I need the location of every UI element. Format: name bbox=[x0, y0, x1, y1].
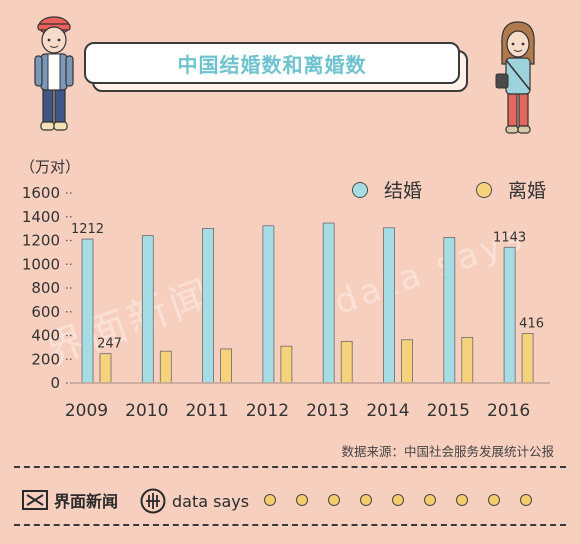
x-tick-label: 2010 bbox=[125, 401, 168, 421]
girl-illustration bbox=[495, 21, 535, 134]
brand-jiemian: 界面新闻 bbox=[22, 488, 118, 512]
y-tick-label: 1600 bbox=[22, 184, 60, 202]
boy-illustration bbox=[34, 16, 74, 131]
bar-divorce bbox=[220, 348, 233, 384]
deco-dot bbox=[296, 494, 308, 506]
footer-divider-top bbox=[14, 466, 566, 468]
bar-divorce bbox=[159, 350, 172, 384]
x-tick-label: 2012 bbox=[246, 401, 289, 421]
deco-dot bbox=[264, 494, 276, 506]
bar-marriage bbox=[81, 238, 94, 384]
bar-divorce bbox=[461, 336, 474, 384]
y-tick-label: 400 bbox=[31, 327, 60, 345]
footer-divider-bottom bbox=[14, 524, 566, 526]
data-label: 416 bbox=[519, 317, 544, 332]
bar-marriage bbox=[202, 227, 215, 384]
y-tick-label: 800 bbox=[31, 279, 60, 297]
y-tick-label: 1400 bbox=[22, 208, 60, 226]
bar-marriage bbox=[383, 227, 395, 384]
deco-dot bbox=[488, 494, 500, 506]
x-tick-label: 2014 bbox=[366, 401, 409, 421]
datasays-logo-icon bbox=[140, 488, 166, 514]
y-axis-unit: （万对） bbox=[20, 158, 81, 176]
bar-marriage bbox=[262, 225, 275, 384]
deco-dot bbox=[360, 494, 372, 506]
y-tick-label: 1200 bbox=[22, 232, 60, 250]
deco-dot bbox=[392, 494, 404, 506]
bar-divorce bbox=[401, 339, 413, 384]
data-label: 1143 bbox=[493, 230, 526, 245]
deco-dot bbox=[424, 494, 436, 506]
deco-dot bbox=[456, 494, 468, 506]
x-tick-label: 2016 bbox=[487, 401, 530, 421]
data-label: 1212 bbox=[71, 222, 104, 237]
legend-divorce-swatch bbox=[476, 181, 492, 198]
bar-divorce bbox=[280, 345, 293, 384]
x-tick-label: 2009 bbox=[65, 401, 108, 421]
x-tick-label: 2013 bbox=[306, 401, 349, 421]
brand-datasays: data says bbox=[140, 488, 249, 514]
bar-divorce bbox=[340, 341, 353, 384]
brand-datasays-text: data says bbox=[172, 491, 250, 511]
legend-divorce-label: 离婚 bbox=[508, 180, 547, 202]
source-note: 数据来源：中国社会服务发展统计公报 bbox=[341, 444, 554, 459]
bar-divorce bbox=[99, 353, 112, 384]
x-tick-label: 2011 bbox=[185, 401, 228, 421]
y-tick-label: 200 bbox=[31, 350, 60, 368]
bar-marriage bbox=[503, 246, 516, 384]
jiemian-logo-icon bbox=[22, 490, 48, 510]
data-label: 247 bbox=[97, 337, 122, 352]
brand-jiemian-text: 界面新闻 bbox=[54, 492, 119, 511]
bar-divorce bbox=[521, 333, 534, 384]
legend-divorce: 离婚 bbox=[476, 176, 546, 203]
x-tick-label: 2015 bbox=[427, 401, 470, 421]
chart-title: 中国结婚数和离婚数 bbox=[177, 52, 367, 77]
deco-dot bbox=[328, 494, 340, 506]
legend-marriage-label: 结婚 bbox=[384, 180, 423, 202]
y-tick-label: 1000 bbox=[22, 255, 60, 273]
decorative-dots bbox=[264, 494, 552, 506]
deco-dot bbox=[520, 494, 532, 506]
y-tick-label: 0 bbox=[50, 374, 60, 392]
y-tick-label: 600 bbox=[31, 303, 60, 321]
legend-marriage-swatch bbox=[352, 181, 368, 198]
bar-marriage bbox=[141, 235, 154, 384]
bar-marriage bbox=[322, 222, 335, 384]
bar-marriage bbox=[443, 237, 456, 384]
legend-marriage: 结婚 bbox=[352, 176, 422, 203]
title-box: 中国结婚数和离婚数 bbox=[84, 42, 460, 84]
